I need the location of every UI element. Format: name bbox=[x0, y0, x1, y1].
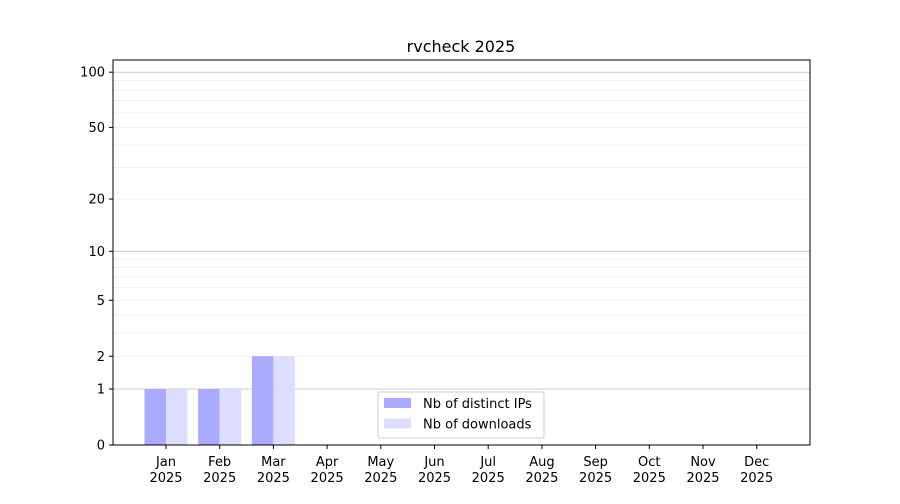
legend: Nb of distinct IPs Nb of downloads bbox=[377, 391, 545, 439]
legend-swatch bbox=[384, 418, 411, 429]
x-tick-label-year: 2025 bbox=[633, 471, 666, 486]
x-tick-label-year: 2025 bbox=[203, 471, 236, 486]
y-tick-label: 5 bbox=[97, 294, 105, 309]
x-tick-label-month: Sep bbox=[583, 455, 608, 470]
y-tick-label: 100 bbox=[80, 66, 105, 81]
x-tick-label-month: Oct bbox=[638, 455, 660, 470]
bar-downloads bbox=[219, 389, 242, 445]
x-tick-label-year: 2025 bbox=[686, 471, 719, 486]
legend-box bbox=[377, 391, 545, 439]
y-tick-label: 2 bbox=[97, 350, 105, 365]
bar-distinct-ips bbox=[251, 356, 274, 445]
y-tick-label: 50 bbox=[88, 121, 105, 136]
x-tick-label-month: Dec bbox=[744, 455, 769, 470]
axes-frame bbox=[112, 59, 811, 446]
x-tick-label-month: Jan bbox=[155, 455, 176, 470]
x-tick-label-month: Mar bbox=[261, 455, 286, 470]
x-tick-label-month: Apr bbox=[316, 455, 339, 470]
x-tick-label-year: 2025 bbox=[579, 471, 612, 486]
x-tick-label-month: Jun bbox=[423, 455, 444, 470]
x-tick-label-month: Aug bbox=[529, 455, 554, 470]
legend-swatch bbox=[384, 398, 411, 408]
bar-downloads bbox=[273, 356, 295, 445]
y-tick-label: 0 bbox=[97, 439, 105, 454]
bar-distinct-ips bbox=[144, 389, 166, 445]
y-tick-label: 1 bbox=[97, 383, 105, 398]
x-tick-label-year: 2025 bbox=[149, 471, 182, 486]
y-tick-label: 20 bbox=[88, 193, 105, 208]
x-tick-label-month: Feb bbox=[208, 455, 231, 470]
x-tick-label-year: 2025 bbox=[525, 471, 558, 486]
x-tick-label-year: 2025 bbox=[311, 471, 344, 486]
x-tick-label-year: 2025 bbox=[740, 471, 773, 486]
legend-label: Nb of distinct IPs bbox=[423, 397, 532, 412]
legend-label: Nb of downloads bbox=[423, 418, 532, 433]
x-tick-label-year: 2025 bbox=[257, 471, 290, 486]
x-tick-label-year: 2025 bbox=[418, 471, 451, 486]
x-tick-label-year: 2025 bbox=[472, 471, 505, 486]
x-tick-label-month: Jul bbox=[479, 455, 496, 470]
bar-distinct-ips bbox=[198, 389, 220, 445]
bar-downloads bbox=[166, 389, 188, 445]
y-tick-label: 10 bbox=[88, 245, 105, 260]
x-tick-label-month: May bbox=[367, 455, 394, 470]
chart-title: rvcheck 2025 bbox=[407, 37, 516, 56]
x-tick-label-month: Nov bbox=[690, 455, 716, 470]
x-tick-label-year: 2025 bbox=[364, 471, 397, 486]
